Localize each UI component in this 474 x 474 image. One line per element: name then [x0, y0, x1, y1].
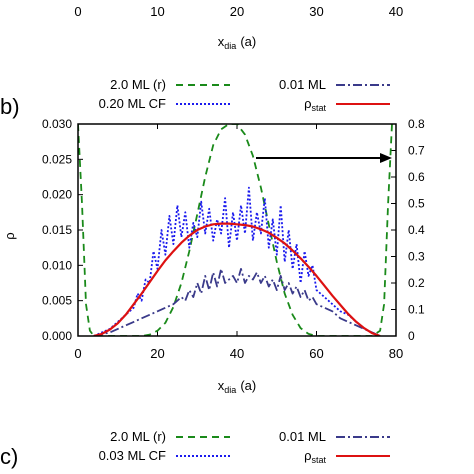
b-x-tick-label: 80 [389, 346, 403, 361]
series-020ml-cf-line [93, 186, 381, 336]
top-x-axis-label-unit: (a) [240, 34, 256, 49]
b-y2-tick-label: 0 [408, 329, 415, 343]
series-2ml-r-line [78, 124, 396, 336]
b-x-tick-label: 20 [150, 346, 164, 361]
top-x-tick-label: 40 [389, 4, 403, 19]
b-y2-tick-label: 0.4 [408, 223, 425, 237]
panel-b-y-axis-label: ρ [2, 232, 17, 239]
b-y-tick-label: 0.000 [42, 329, 72, 343]
legend-b-label-3: 0.01 ML [279, 77, 326, 92]
b-y-tick-label: 0.020 [42, 188, 72, 202]
panel-b: b) 2.0 ML (r) 0.20 ML CF 0.01 ML ρstat ρ… [0, 77, 425, 395]
panel-b-x-axis-label: xdia (a) [218, 378, 256, 395]
legend-c-label-2: 0.03 ML CF [99, 448, 166, 463]
panel-b-plot-frame [77, 123, 397, 337]
legend-c-label-4-main: ρ [304, 448, 311, 463]
panel-b-ticks: 0 20 40 60 80 0.000 0.005 0.010 0.015 0.020 0.025 0… [42, 117, 425, 361]
legend-b-label-4-sub: stat [311, 103, 326, 113]
legend-b-label-2: 0.20 ML CF [99, 96, 166, 111]
top-x-tick-label: 30 [309, 4, 323, 19]
b-x-tick-label: 60 [309, 346, 323, 361]
b-y2-tick-label: 0.1 [408, 303, 425, 317]
panel-b-x-axis-label-sub: dia [224, 385, 236, 395]
legend-c-label-4-sub: stat [311, 455, 326, 465]
b-y2-tick-label: 0.2 [408, 276, 425, 290]
b-y2-tick-label: 0.8 [408, 117, 425, 131]
b-y2-tick-label: 0.3 [408, 250, 425, 264]
top-x-tick-label: 0 [74, 4, 81, 19]
panel-c: c) 2.0 ML (r) 0.03 ML CF 0.01 ML ρstat [0, 429, 390, 469]
top-x-axis-label-sub: dia [224, 41, 236, 51]
panel-c-label: c) [0, 444, 18, 469]
b-y-tick-label: 0.025 [42, 152, 72, 166]
top-panel: 0 10 20 30 40 xdia (a) [74, 4, 403, 51]
legend-b-label-1: 2.0 ML (r) [110, 77, 166, 92]
legend-b-label-4-main: ρ [304, 96, 311, 111]
panel-b-label: b) [0, 94, 20, 119]
b-x-tick-label: 0 [74, 346, 81, 361]
legend-c-label-4: ρstat [304, 448, 326, 465]
panel-b-legend: 2.0 ML (r) 0.20 ML CF 0.01 ML ρstat [99, 77, 390, 113]
top-x-axis-label-main: x [218, 34, 225, 49]
right-axis-arrow-head [380, 153, 392, 163]
panel-c-legend: 2.0 ML (r) 0.03 ML CF 0.01 ML ρstat [99, 429, 390, 465]
legend-c-label-1: 2.0 ML (r) [110, 429, 166, 444]
top-x-tick-label: 20 [230, 4, 244, 19]
panel-b-x-axis-label-unit: (a) [240, 378, 256, 393]
b-y-tick-label: 0.030 [42, 117, 72, 131]
b-x-tick-label: 40 [230, 346, 244, 361]
top-x-ticks: 0 10 20 30 40 [74, 4, 403, 19]
b-y2-tick-label: 0.7 [408, 144, 425, 158]
top-x-axis-label: xdia (a) [218, 34, 256, 51]
b-y-tick-label: 0.015 [42, 223, 72, 237]
b-y-tick-label: 0.010 [42, 258, 72, 272]
right-axis-arrow [256, 153, 392, 163]
top-x-tick-label: 10 [150, 4, 164, 19]
b-y2-tick-label: 0.5 [408, 197, 425, 211]
series-rho-stat-line [93, 222, 381, 336]
b-y-tick-label: 0.005 [42, 294, 72, 308]
panel-b-series [78, 124, 396, 336]
legend-c-label-3: 0.01 ML [279, 429, 326, 444]
panel-b-x-axis-label-main: x [218, 378, 225, 393]
b-y2-tick-label: 0.6 [408, 170, 425, 184]
legend-b-label-4: ρstat [304, 96, 326, 113]
series-001ml-line [93, 267, 381, 336]
